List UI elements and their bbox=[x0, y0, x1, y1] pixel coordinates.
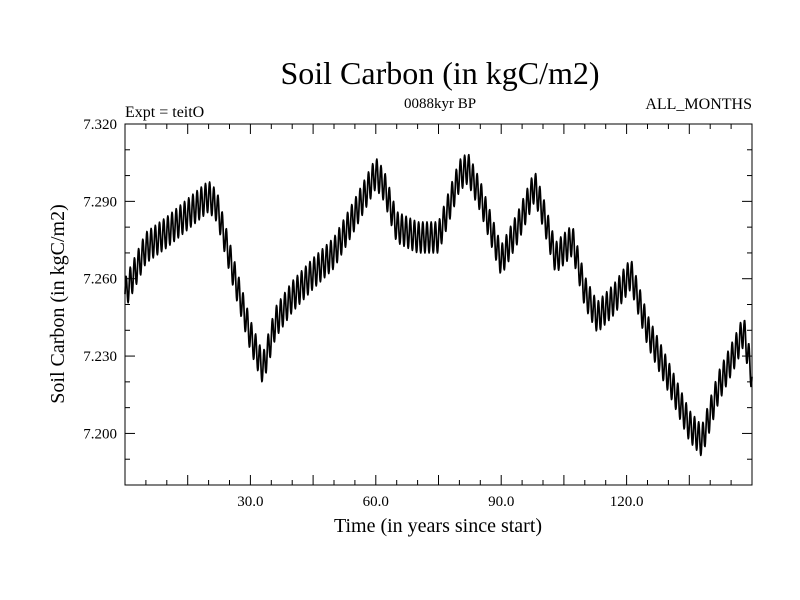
x-tick-label: 120.0 bbox=[610, 494, 644, 510]
x-tick-label: 60.0 bbox=[363, 494, 389, 510]
chart-subtitle: 0088kyr BP bbox=[404, 96, 476, 112]
x-tick-label: 30.0 bbox=[237, 494, 263, 510]
x-axis-label: Time (in years since start) bbox=[334, 515, 542, 537]
y-tick-label: 7.200 bbox=[83, 426, 117, 442]
x-tick-label: 90.0 bbox=[488, 494, 514, 510]
plot-frame bbox=[124, 123, 753, 486]
y-tick-label: 7.260 bbox=[83, 272, 117, 288]
months-label: ALL_MONTHS bbox=[645, 96, 752, 113]
axis-ticks bbox=[125, 124, 752, 485]
axis-tick-labels: 30.0 60.0 90.0 120.0 7.200 7.230 7.260 7.290 7.3… bbox=[83, 117, 643, 510]
experiment-label: Expt = teitO bbox=[125, 104, 204, 121]
y-axis-label: Soil Carbon (in kgC/m2) bbox=[47, 204, 69, 403]
y-tick-label: 7.290 bbox=[83, 194, 117, 210]
soil-carbon-series-line bbox=[124, 153, 753, 457]
y-tick-label: 7.230 bbox=[83, 349, 117, 365]
chart-title: Soil Carbon (in kgC/m2) bbox=[280, 55, 599, 91]
y-tick-label: 7.320 bbox=[83, 117, 117, 133]
